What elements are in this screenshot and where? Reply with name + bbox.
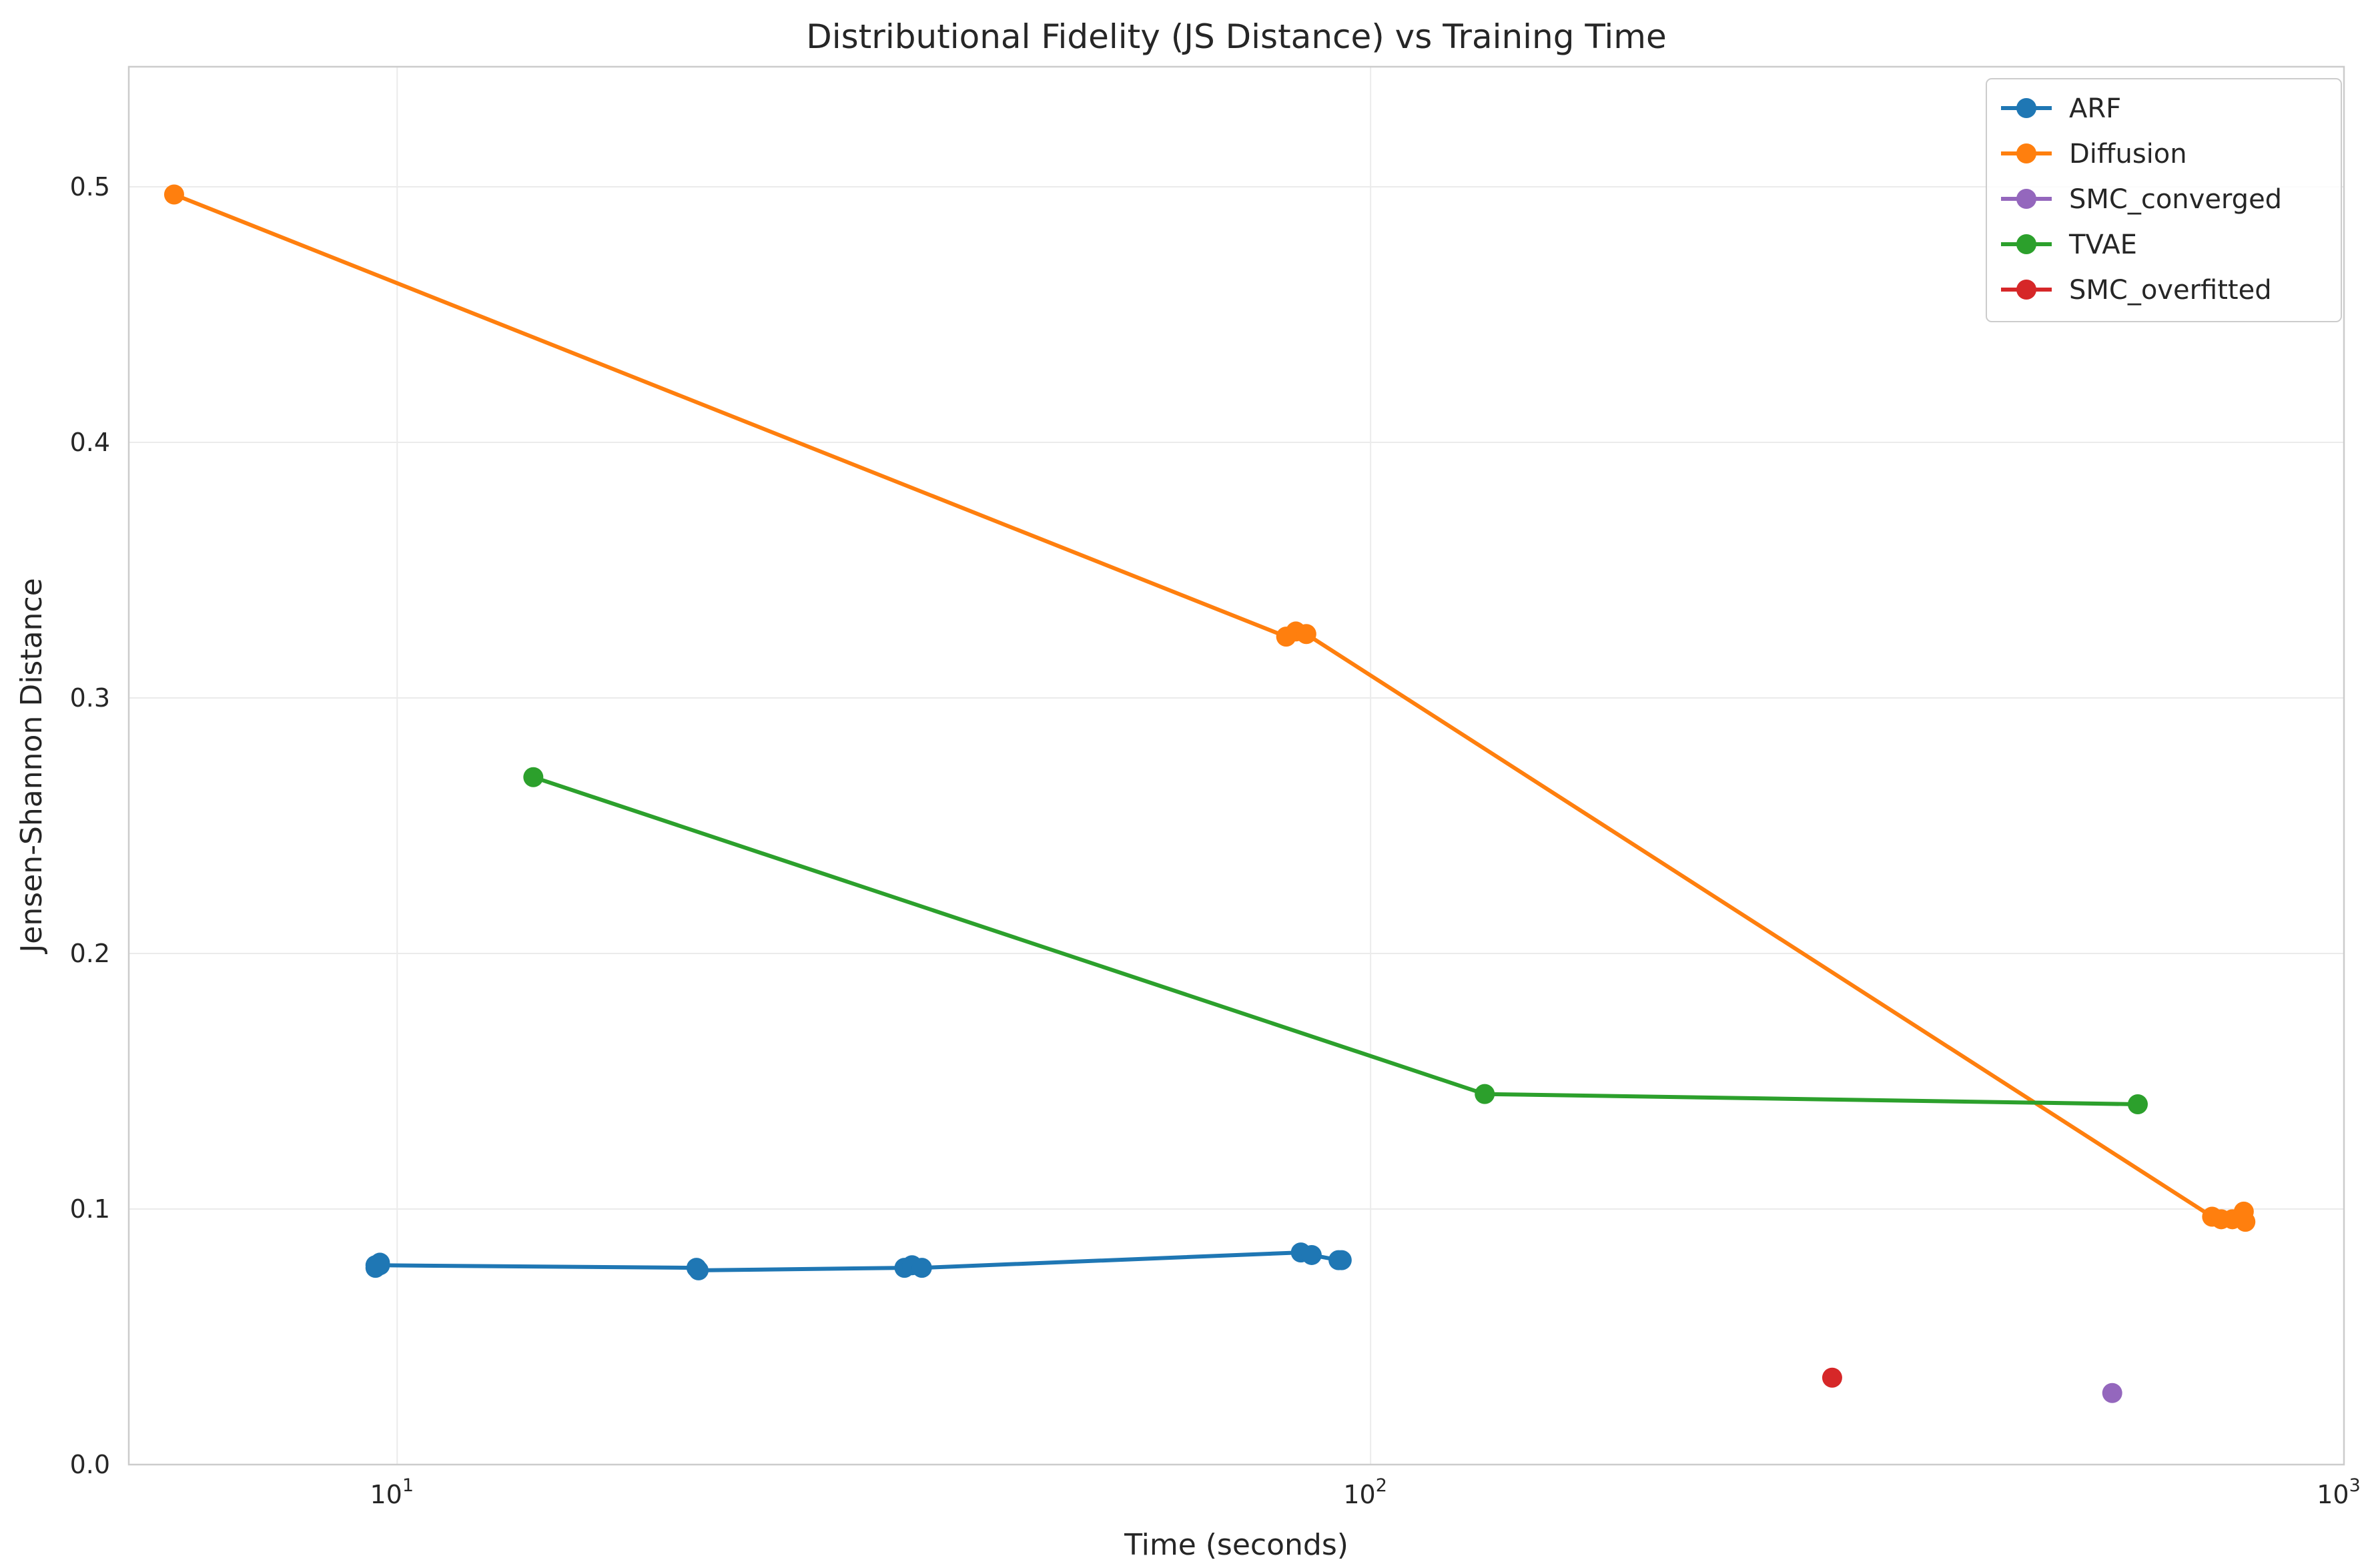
data-point <box>2102 1383 2122 1403</box>
series-diffusion <box>163 184 2256 1232</box>
data-point <box>2127 1094 2148 1114</box>
y-tick-label: 0.5 <box>70 172 110 202</box>
x-tick-label: 102 <box>1343 1475 1387 1509</box>
data-point <box>911 1258 932 1278</box>
y-tick-label: 0.4 <box>70 428 110 457</box>
data-point <box>370 1255 390 1276</box>
series-line <box>171 192 2248 1224</box>
legend-marker <box>2016 98 2036 118</box>
data-point <box>1822 1367 1842 1388</box>
axes: 101 102 103 0.0 0.1 0.2 0.3 0.4 0.5 <box>70 65 2361 1509</box>
x-tick-label: 103 <box>2317 1475 2361 1509</box>
legend-item: SMC_converged <box>2001 184 2282 215</box>
chart-title: Distributional Fidelity (JS Distance) vs… <box>806 17 1667 56</box>
y-tick-label: 0.2 <box>70 939 110 968</box>
legend-item: SMC_overfitted <box>2001 275 2272 306</box>
data-point <box>163 184 184 205</box>
series-arf <box>365 1242 1352 1280</box>
data-point <box>523 767 544 787</box>
data-point <box>688 1260 709 1280</box>
y-tick-label: 0.3 <box>70 683 110 713</box>
data-point <box>1331 1250 1352 1270</box>
legend-label: SMC_overfitted <box>2069 275 2272 306</box>
legend-label: Diffusion <box>2069 139 2187 169</box>
series-tvae <box>523 767 2148 1114</box>
series-line <box>531 775 2140 1106</box>
series-smc-converged <box>2102 1383 2122 1403</box>
data-point <box>2235 1212 2256 1232</box>
x-axis-label: Time (seconds) <box>1124 1528 1348 1562</box>
plot-frame <box>127 65 2345 1466</box>
series-layer <box>163 184 2256 1403</box>
series-smc-overfitted <box>1822 1367 1842 1388</box>
legend-item: ARF <box>2001 93 2121 124</box>
legend-marker <box>2016 280 2036 300</box>
legend-box <box>1986 78 2342 322</box>
legend-marker <box>2016 189 2036 209</box>
legend-label: TVAE <box>2068 230 2137 260</box>
data-point <box>1475 1084 1495 1104</box>
x-tick-label: 101 <box>370 1475 414 1509</box>
legend-marker <box>2016 143 2036 163</box>
y-tick-label: 0.0 <box>70 1450 110 1479</box>
series-line <box>373 1250 1344 1272</box>
legend-marker <box>2016 234 2036 254</box>
y-tick-label: 0.1 <box>70 1194 110 1224</box>
legend-label: SMC_converged <box>2069 184 2282 215</box>
legend-item: TVAE <box>2001 230 2137 260</box>
legend-label: ARF <box>2069 93 2121 124</box>
legend: ARF Diffusion SMC_converged TVAE SMC_overfit… <box>1986 78 2342 322</box>
data-point <box>1296 624 1316 645</box>
data-point <box>1301 1244 1322 1265</box>
y-axis-label: Jensen-Shannon Distance <box>15 578 49 954</box>
legend-item: Diffusion <box>2001 139 2187 169</box>
